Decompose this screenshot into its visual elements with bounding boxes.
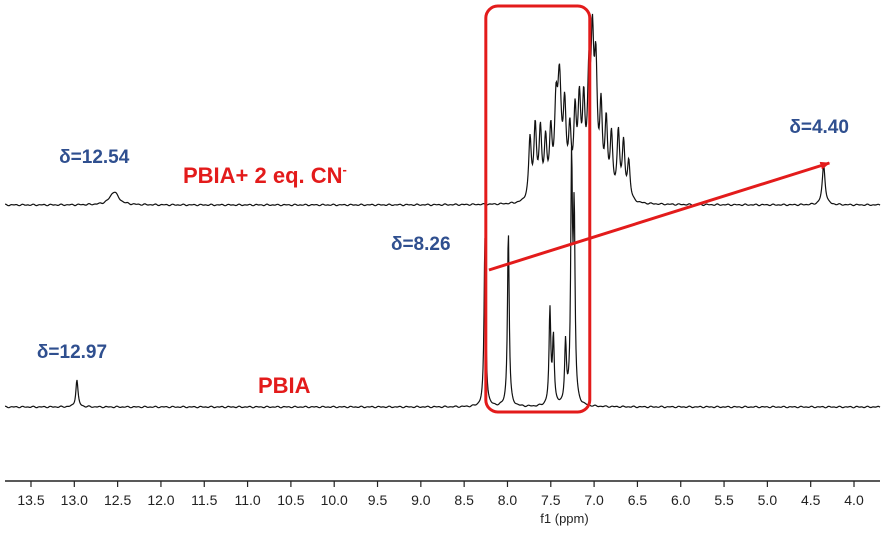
series-label-pbia: PBIA	[258, 373, 311, 398]
x-tick-label: 7.0	[584, 492, 604, 508]
shift-label-12-97: δ=12.97	[37, 342, 107, 363]
x-tick-label: 9.5	[368, 492, 388, 508]
shift-label-4-40: δ=4.40	[789, 117, 849, 138]
x-tick-label: 9.0	[411, 492, 431, 508]
x-tick-label: 6.5	[628, 492, 648, 508]
shift-arrow	[488, 161, 831, 272]
x-tick-label: 5.5	[714, 492, 734, 508]
spectrum-trace-pbia-cn	[5, 13, 881, 207]
x-tick-label: 5.0	[758, 492, 778, 508]
x-tick-label: 13.0	[61, 492, 88, 508]
aromatic-region-highlight	[484, 4, 592, 414]
spectrum-trace-pbia	[4, 146, 881, 409]
x-tick-label: 10.0	[321, 492, 348, 508]
series-label-pbia-cn: PBIA+ 2 eq. CN-	[183, 162, 347, 188]
x-tick-label: 6.0	[671, 492, 691, 508]
x-tick-label: 13.5	[17, 492, 44, 508]
x-tick-label: 11.5	[191, 492, 217, 508]
shift-label-12-54: δ=12.54	[59, 147, 130, 168]
x-axis-title: f1 (ppm)	[540, 511, 588, 526]
x-axis-ticks: 13.5 13.0 12.5 12.0 11.5 11.0 10.5 10.0 9.5 9.0 8.…	[17, 481, 864, 508]
x-tick-label: 7.5	[541, 492, 561, 508]
shift-label-8-26: δ=8.26	[391, 234, 451, 255]
x-tick-label: 4.5	[801, 492, 821, 508]
spectrum-traces	[4, 13, 881, 409]
x-tick-label: 11.0	[234, 492, 260, 508]
x-tick-label: 8.5	[454, 492, 474, 508]
x-tick-label: 12.5	[104, 492, 131, 508]
x-tick-label: 12.0	[147, 492, 174, 508]
x-tick-label: 8.0	[498, 492, 518, 508]
x-tick-label: 4.0	[844, 492, 864, 508]
x-tick-label: 10.5	[277, 492, 304, 508]
